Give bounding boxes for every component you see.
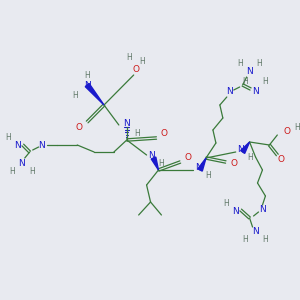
Text: N: N — [232, 208, 239, 217]
Text: N: N — [18, 158, 25, 167]
Text: H: H — [126, 52, 132, 62]
Text: N: N — [14, 140, 21, 149]
Text: N: N — [259, 206, 266, 214]
Text: H: H — [243, 236, 248, 244]
Text: N: N — [123, 118, 130, 127]
Text: O: O — [132, 65, 139, 74]
Text: N: N — [38, 140, 45, 149]
Text: N: N — [148, 151, 155, 160]
Text: O: O — [185, 152, 192, 161]
Polygon shape — [198, 158, 206, 171]
Text: N: N — [252, 227, 259, 236]
Text: H: H — [84, 70, 90, 80]
Text: O: O — [284, 127, 291, 136]
Text: O: O — [230, 160, 237, 169]
Polygon shape — [241, 142, 250, 153]
Text: H: H — [29, 167, 34, 176]
Text: N: N — [195, 163, 202, 172]
Polygon shape — [151, 157, 158, 170]
Text: H: H — [243, 77, 248, 86]
Text: N: N — [226, 88, 233, 97]
Text: O: O — [161, 130, 168, 139]
Text: H: H — [205, 170, 211, 179]
Text: H: H — [72, 91, 78, 100]
Text: O: O — [278, 154, 285, 164]
Text: N: N — [252, 88, 259, 97]
Text: N: N — [84, 80, 91, 89]
Text: H: H — [134, 128, 140, 137]
Text: H: H — [262, 77, 268, 86]
Text: H: H — [262, 236, 268, 244]
Text: H: H — [248, 152, 254, 161]
Text: H: H — [256, 59, 262, 68]
Text: O: O — [76, 124, 83, 133]
Text: H: H — [159, 158, 164, 167]
Text: H: H — [5, 133, 11, 142]
Text: H: H — [223, 200, 229, 208]
Polygon shape — [85, 83, 104, 105]
Text: H: H — [237, 59, 243, 68]
Text: N: N — [246, 68, 253, 76]
Text: H: H — [294, 122, 300, 131]
Text: H: H — [139, 56, 145, 65]
Text: N: N — [237, 145, 244, 154]
Text: H: H — [9, 167, 15, 176]
